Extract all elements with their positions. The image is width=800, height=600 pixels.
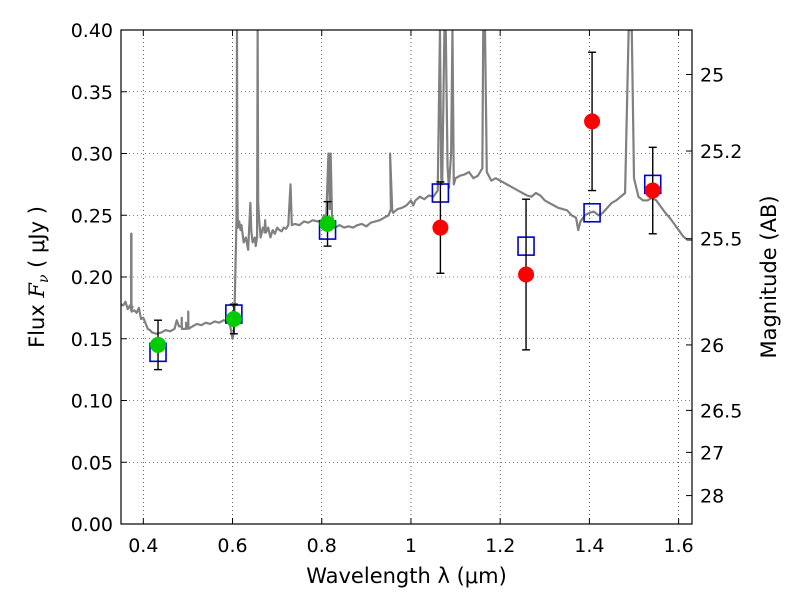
near-ir-data-point <box>644 182 661 199</box>
y-tick-label: 0.15 <box>71 329 113 351</box>
near-ir-data-point <box>432 219 449 236</box>
y-axis-label-symbol: F <box>25 282 49 299</box>
magnitude-tick-label: 25.2 <box>700 141 742 163</box>
model-band-square <box>583 202 601 223</box>
y-axis-label-subscript: ν <box>36 274 52 283</box>
x-tick-label: 1.4 <box>574 535 604 557</box>
y-tick-label: 0.10 <box>71 391 113 413</box>
y-tick-label: 0.25 <box>71 205 113 227</box>
x-tick-label: 1.2 <box>485 535 515 557</box>
plot-area <box>121 30 692 524</box>
magnitude-tick-label: 25.5 <box>700 229 742 251</box>
spectrum-line <box>121 30 692 340</box>
right-axis-label: Magnitude (AB) <box>757 195 781 358</box>
y-tick-label: 0.35 <box>71 82 113 104</box>
optical-data-point <box>319 215 336 232</box>
marks-layer <box>149 51 662 371</box>
magnitude-tick-label: 25 <box>700 64 724 86</box>
near-ir-data-point <box>518 266 535 283</box>
x-tick-label: 0.6 <box>217 535 247 557</box>
magnitude-tick-label: 27 <box>700 442 724 464</box>
x-tick-label: 1.6 <box>664 535 694 557</box>
magnitude-tick-label: 28 <box>700 486 724 508</box>
y-tick-label: 0.05 <box>71 452 113 474</box>
x-tick-label: 1 <box>405 535 417 557</box>
magnitude-tick-label: 26.5 <box>700 400 742 422</box>
x-axis-label: Wavelength λ (μm) <box>306 564 507 588</box>
spectrum-layer <box>121 30 692 340</box>
y-tick-label: 0.30 <box>71 144 113 166</box>
y-tick-label: 0.20 <box>71 267 113 289</box>
near-ir-data-point <box>584 113 601 130</box>
optical-data-point <box>225 310 242 327</box>
x-tick-label: 0.8 <box>307 535 337 557</box>
optical-data-point <box>150 336 167 353</box>
y-tick-label: 0.00 <box>71 514 113 536</box>
y-axis-label-suffix: ( μJy ) <box>25 206 49 274</box>
magnitude-tick-label: 26 <box>700 335 724 357</box>
x-tick-label: 0.4 <box>128 535 158 557</box>
y-tick-label: 0.40 <box>71 20 113 42</box>
ticks: 0.4 0.6 0.8 1 1.2 1.4 1.6 0.00 0.05 0.10 0.15 0.20 0… <box>71 20 743 557</box>
y-axis-label-prefix: Flux <box>25 298 49 348</box>
y-axis-label: Flux Fν ( μJy ) <box>25 206 52 348</box>
